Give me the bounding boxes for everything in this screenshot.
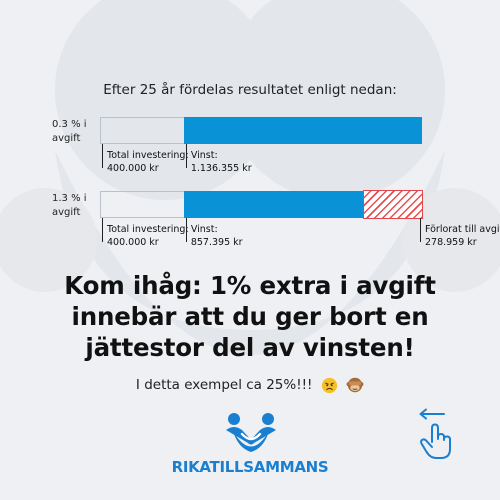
bar-label: Total investering: 400.000 kr [107, 149, 189, 175]
logo-icon [226, 413, 276, 452]
label-tick [185, 144, 187, 168]
bar-label-name: Total investering: [107, 150, 189, 161]
bar-label: Förlorat till avgifter: 278.959 kr [425, 223, 500, 249]
bar-segment-lost [362, 190, 423, 219]
bar-label-name: Vinst: [190, 150, 218, 161]
label-tick [102, 218, 103, 242]
bar-label-name: Vinst: [190, 224, 218, 235]
subline-text: I detta exempel ca 25%!!! [135, 377, 313, 393]
see-no-evil-monkey-icon [346, 377, 364, 393]
subline: I detta exempel ca 25%!!! [0, 376, 500, 394]
bar-label-name: Total investering: [107, 224, 189, 235]
bar-label-value: 400.000 kr [107, 237, 159, 248]
chart-heading: Efter 25 år fördelas resultatet enligt n… [103, 82, 397, 98]
bar-label-value: 1.136.355 kr [190, 163, 252, 174]
angry-face-icon [321, 377, 337, 393]
bar-label: Vinst: 857.395 kr [191, 223, 243, 249]
bar-segment-profit [183, 191, 364, 218]
bar-label-value: 400.000 kr [107, 163, 159, 174]
row-label: 1.3 % i avgift [52, 193, 87, 218]
label-tick [185, 218, 187, 242]
brand-name: RIKATILLSAMMANS [171, 458, 329, 476]
bar-label-value: 278.959 kr [424, 237, 477, 248]
swipe-left-hand-icon[interactable] [414, 408, 458, 462]
row-label: 0.3 % i avgift [52, 119, 87, 144]
bar-label-value: 857.395 kr [190, 237, 243, 248]
bar-label: Total investering: 400.000 kr [107, 223, 189, 249]
bar-label: Vinst: 1.136.355 kr [191, 149, 252, 175]
label-tick [102, 144, 103, 168]
bar-segment-profit [183, 117, 422, 144]
headline: Kom ihåg: 1% extra i avgift innebär att … [64, 271, 436, 362]
bar-label-name: Förlorat till avgifter: [424, 224, 500, 235]
label-tick [419, 218, 421, 242]
